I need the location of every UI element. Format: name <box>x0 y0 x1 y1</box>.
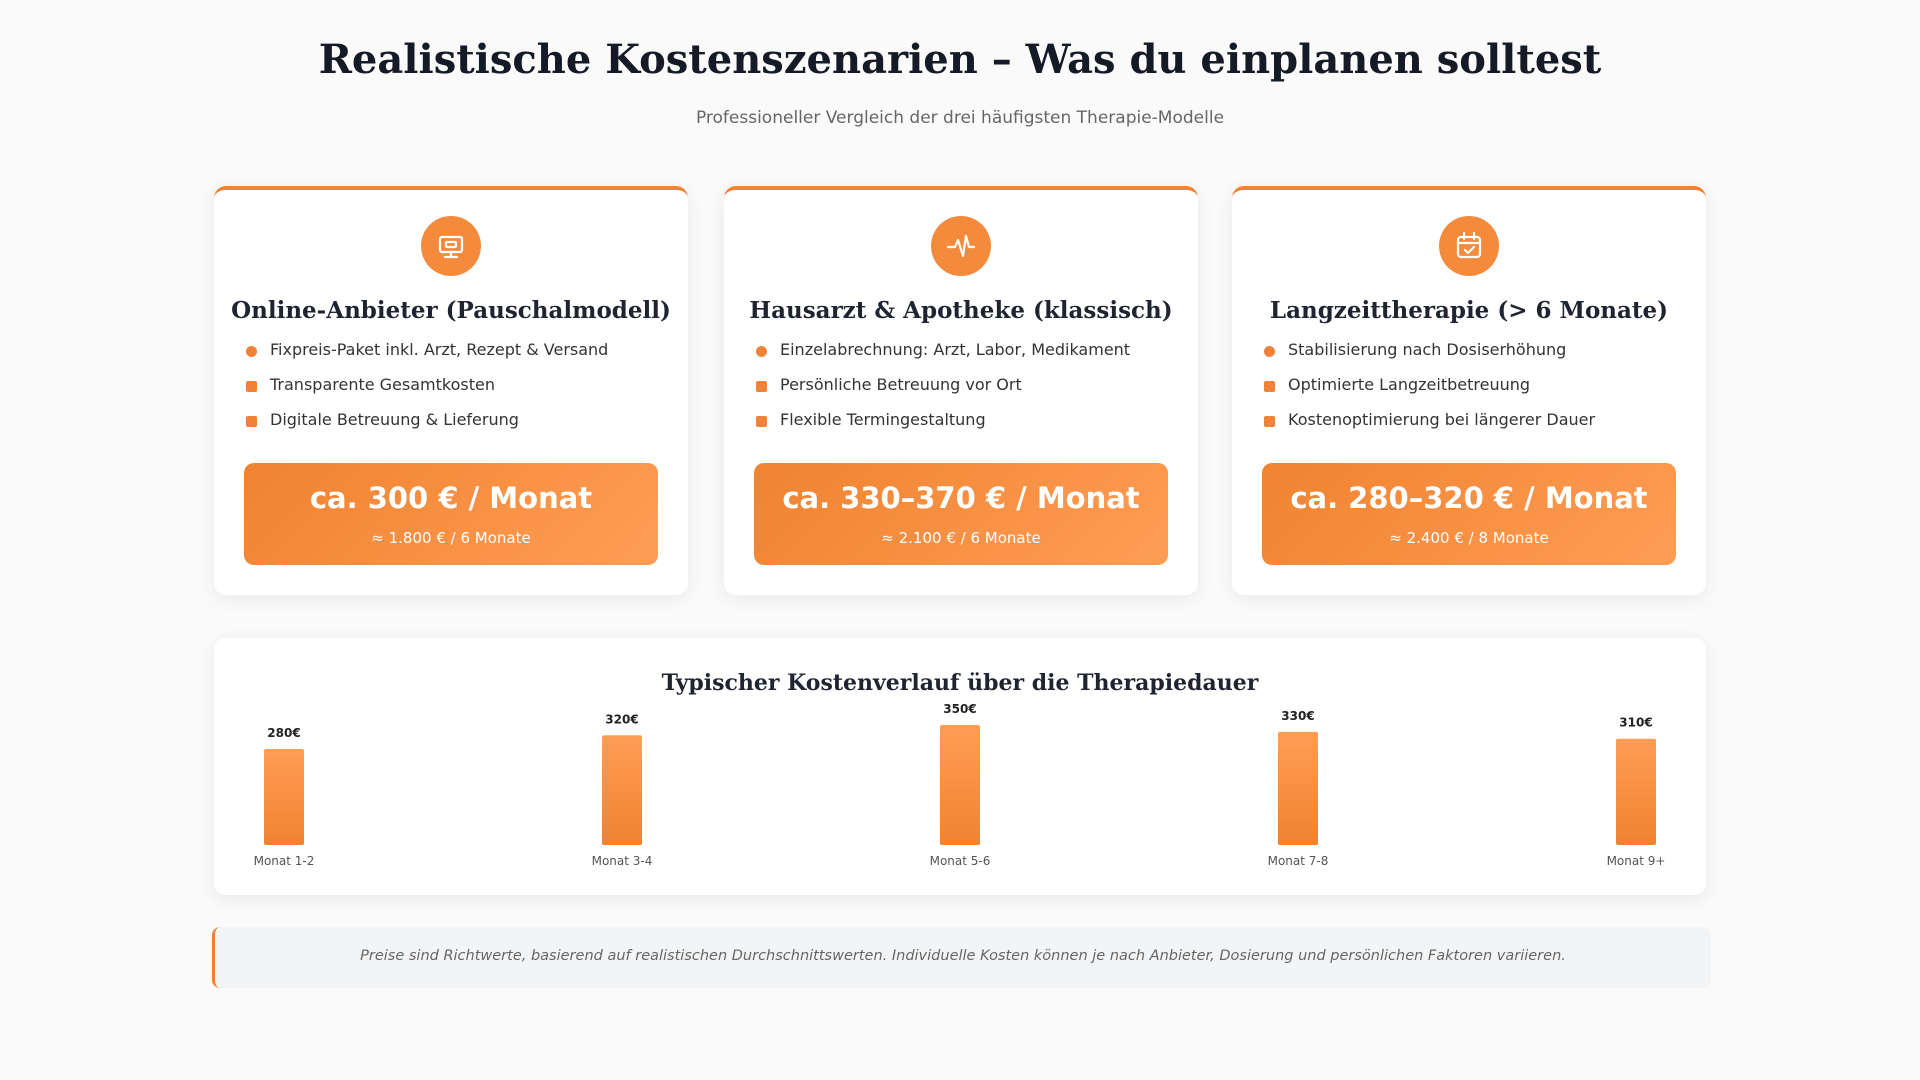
bullet-icon <box>756 381 767 392</box>
chart-card: Typischer Kostenverlauf über die Therapi… <box>214 638 1706 895</box>
price-box: ca. 300 € / Monat ≈ 1.800 € / 6 Monate <box>244 463 658 565</box>
price-total: ≈ 2.400 € / 8 Monate <box>1389 529 1549 547</box>
card-icon <box>1439 216 1499 276</box>
feature: Kostenoptimierung bei längerer Dauer <box>1288 410 1596 429</box>
feature: Optimierte Langzeitbetreuung <box>1288 375 1531 394</box>
footnote-box: Preise sind Richtwerte, basierend auf re… <box>212 927 1711 988</box>
feature: Einzelabrechnung: Arzt, Labor, Medikamen… <box>780 340 1131 359</box>
price-total: ≈ 2.100 € / 6 Monate <box>881 529 1041 547</box>
page-subtitle: Professioneller Vergleich der drei häufi… <box>695 108 1225 128</box>
x-tick-label: Monat 9+ <box>1607 854 1666 868</box>
value-label: 350€ <box>943 702 976 716</box>
bullet-icon <box>756 346 767 357</box>
feature: Stabilisierung nach Dosiserhöhung <box>1288 340 1567 359</box>
card-icon <box>931 216 991 276</box>
value-label: 330€ <box>1281 709 1314 723</box>
card-title: Hausarzt & Apotheke (klassisch) <box>749 297 1173 324</box>
price-card: Langzeittherapie (> 6 Monate) Stabilisier… <box>1232 186 1706 595</box>
x-tick-label: Monat 3-4 <box>592 854 653 868</box>
feature: Fixpreis-Paket inkl. Arzt, Rezept & Vers… <box>270 340 609 359</box>
feature: Flexible Termingestaltung <box>780 410 986 429</box>
bar <box>1278 731 1318 845</box>
chart-title: Typischer Kostenverlauf über die Therapi… <box>661 670 1259 696</box>
bar <box>1616 738 1656 845</box>
x-tick-label: Monat 7-8 <box>1268 854 1329 868</box>
x-tick-label: Monat 1-2 <box>254 854 315 868</box>
bar <box>602 735 642 845</box>
card-title: Online-Anbieter (Pauschalmodell) <box>231 297 671 324</box>
card-icon <box>421 216 481 276</box>
footnote: Preise sind Richtwerte, basierend auf re… <box>360 948 1566 964</box>
feature: Transparente Gesamtkosten <box>270 375 495 394</box>
bullet-icon <box>1264 381 1275 392</box>
bullet-icon <box>1264 416 1275 427</box>
price-box: ca. 330–370 € / Monat ≈ 2.100 € / 6 Monat… <box>754 463 1168 565</box>
bullet-icon <box>246 416 257 427</box>
price-total: ≈ 1.800 € / 6 Monate <box>371 529 531 547</box>
bar-chart: 280€ Monat 1-2 320€ Monat 3-4 350€ Monat 5-6 3… <box>254 702 1666 868</box>
feature: Digitale Betreuung & Lieferung <box>270 410 519 429</box>
bar <box>264 749 304 845</box>
feature: Persönliche Betreuung vor Ort <box>780 375 1022 394</box>
price-card: Hausarzt & Apotheke (klassisch) Einzelabr… <box>724 186 1198 595</box>
price: ca. 300 € / Monat <box>309 481 593 515</box>
x-tick-label: Monat 5-6 <box>930 854 991 868</box>
price-box: ca. 280–320 € / Monat ≈ 2.400 € / 8 Monat… <box>1262 463 1676 565</box>
price: ca. 280–320 € / Monat <box>1290 481 1648 515</box>
page-title: Realistische Kostenszenarien – Was du ei… <box>318 36 1602 83</box>
value-label: 280€ <box>267 726 300 740</box>
bullet-icon <box>246 346 257 357</box>
price: ca. 330–370 € / Monat <box>782 481 1140 515</box>
bullet-icon <box>246 381 257 392</box>
price-card: Online-Anbieter (Pauschalmodell) Fixpreis… <box>214 186 688 595</box>
bar <box>940 725 980 845</box>
bullet-icon <box>1264 346 1275 357</box>
value-label: 320€ <box>605 712 638 726</box>
card-title: Langzeittherapie (> 6 Monate) <box>1269 297 1669 324</box>
bullet-icon <box>756 416 767 427</box>
value-label: 310€ <box>1619 716 1652 730</box>
